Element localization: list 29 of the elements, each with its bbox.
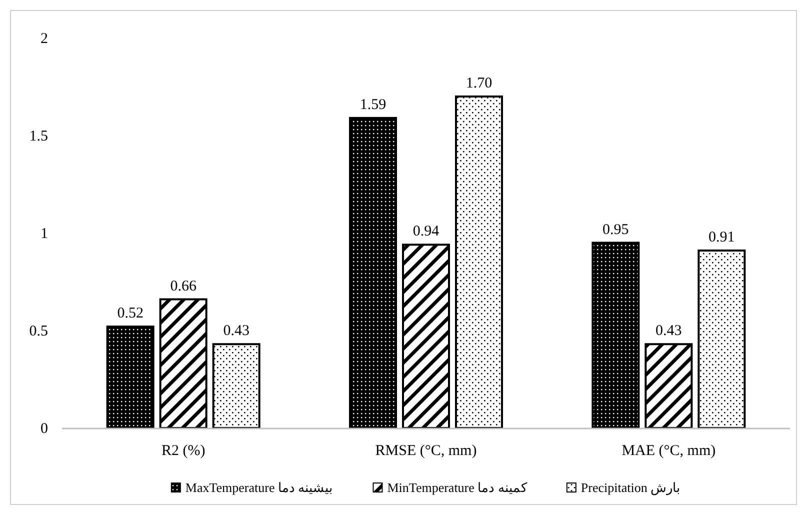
text: 1.70 [466, 76, 492, 92]
bar [106, 326, 154, 429]
text: 0.91 [708, 230, 735, 246]
bar [455, 96, 503, 429]
legend-label: MinTemperature کمینه دما [387, 480, 528, 495]
text: 0.43 [656, 323, 682, 340]
bar [592, 242, 640, 429]
text: 0.43 [223, 323, 250, 340]
y-tick-label: 0.5 [29, 324, 48, 340]
text: 0.66 [170, 278, 196, 294]
bar [212, 343, 260, 429]
text: 1.59 [360, 96, 386, 113]
bar [349, 116, 397, 429]
x-tick-label: RMSE (°C, mm) [375, 443, 477, 459]
legend-label: MaxTemperature بیشینه دما [185, 480, 334, 495]
text: 0.94 [412, 224, 440, 240]
y-tick-label: 0 [40, 421, 48, 437]
text: 0.52 [117, 306, 144, 322]
text: 0.95 [602, 222, 629, 238]
bar [698, 250, 746, 429]
y-tick-label: 1.5 [29, 128, 48, 144]
bar [159, 298, 208, 429]
bar [402, 244, 450, 429]
legend-label: Precipitation بارش [580, 480, 681, 496]
y-tick-label: 2 [40, 31, 48, 47]
bar [644, 343, 693, 429]
x-tick-label: R2 (%) [161, 443, 206, 459]
x-tick-label: MAE (°C, mm) [622, 443, 716, 459]
y-tick-label: 1 [40, 226, 48, 242]
